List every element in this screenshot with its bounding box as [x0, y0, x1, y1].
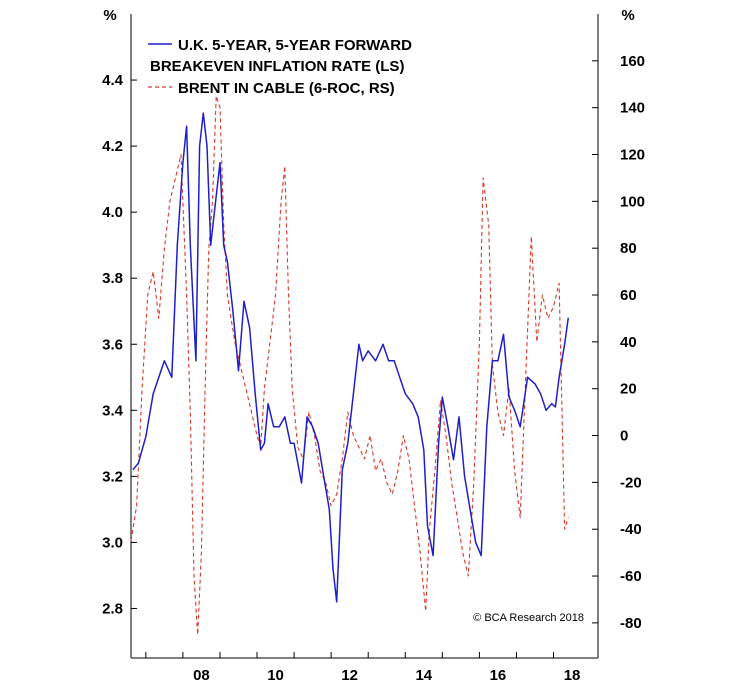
right-tick-label: 120: [620, 147, 645, 164]
x-tick-label: 16: [490, 667, 507, 684]
right-tick-label: 40: [620, 334, 637, 351]
right-axis-ticks: -80 -60 -40 -20 0 20 40 60 80 100 120 140 160: [592, 53, 645, 632]
legend-label-breakeven-line1: U.K. 5-YEAR, 5-YEAR FORWARD: [178, 37, 412, 54]
left-tick-label: 3.8: [102, 270, 123, 287]
plot-frame: [130, 14, 599, 659]
legend-label-brent: BRENT IN CABLE (6-ROC, RS): [178, 80, 395, 97]
x-tick-label: 10: [267, 667, 284, 684]
right-tick-label: -60: [620, 568, 642, 585]
series-line-breakeven: [132, 112, 570, 603]
right-tick-label: 80: [620, 240, 637, 257]
x-axis-ticks: 08 10 12 14 16 18: [145, 652, 581, 684]
left-axis-ticks: 2.8 3.0 3.2 3.4 3.6 3.8 4.0 4.2 4.4: [102, 72, 137, 617]
left-tick-label: 3.4: [102, 402, 124, 419]
right-tick-label: 160: [620, 53, 645, 70]
series-line-brent: [130, 95, 569, 636]
x-tick-label: 14: [415, 667, 432, 684]
x-tick-label: 12: [341, 667, 358, 684]
x-tick-label: 18: [564, 667, 581, 684]
left-tick-label: 4.2: [102, 138, 123, 155]
right-tick-label: 60: [620, 287, 637, 304]
x-tick-label: 08: [193, 667, 210, 684]
right-tick-label: -40: [620, 521, 642, 538]
left-tick-label: 2.8: [102, 600, 123, 617]
legend-label-breakeven-line2: BREAKEVEN INFLATION RATE (LS): [150, 58, 404, 75]
right-tick-label: 140: [620, 100, 645, 117]
left-tick-label: 4.0: [102, 204, 123, 221]
left-tick-label: 3.6: [102, 336, 123, 353]
credit-text: © BCA Research 2018: [473, 612, 584, 624]
legend: U.K. 5-YEAR, 5-YEAR FORWARD BREAKEVEN IN…: [148, 37, 412, 97]
left-tick-label: 3.2: [102, 468, 123, 485]
right-axis-unit-label: %: [621, 7, 634, 24]
left-tick-label: 4.4: [102, 72, 124, 89]
series-layer: [130, 95, 570, 636]
right-tick-label: 20: [620, 381, 637, 398]
right-tick-label: 100: [620, 193, 645, 210]
right-tick-label: -80: [620, 615, 642, 632]
left-tick-label: 3.0: [102, 534, 123, 551]
left-axis-unit-label: %: [103, 7, 116, 24]
right-tick-label: 0: [620, 428, 628, 445]
right-tick-label: -20: [620, 474, 642, 491]
